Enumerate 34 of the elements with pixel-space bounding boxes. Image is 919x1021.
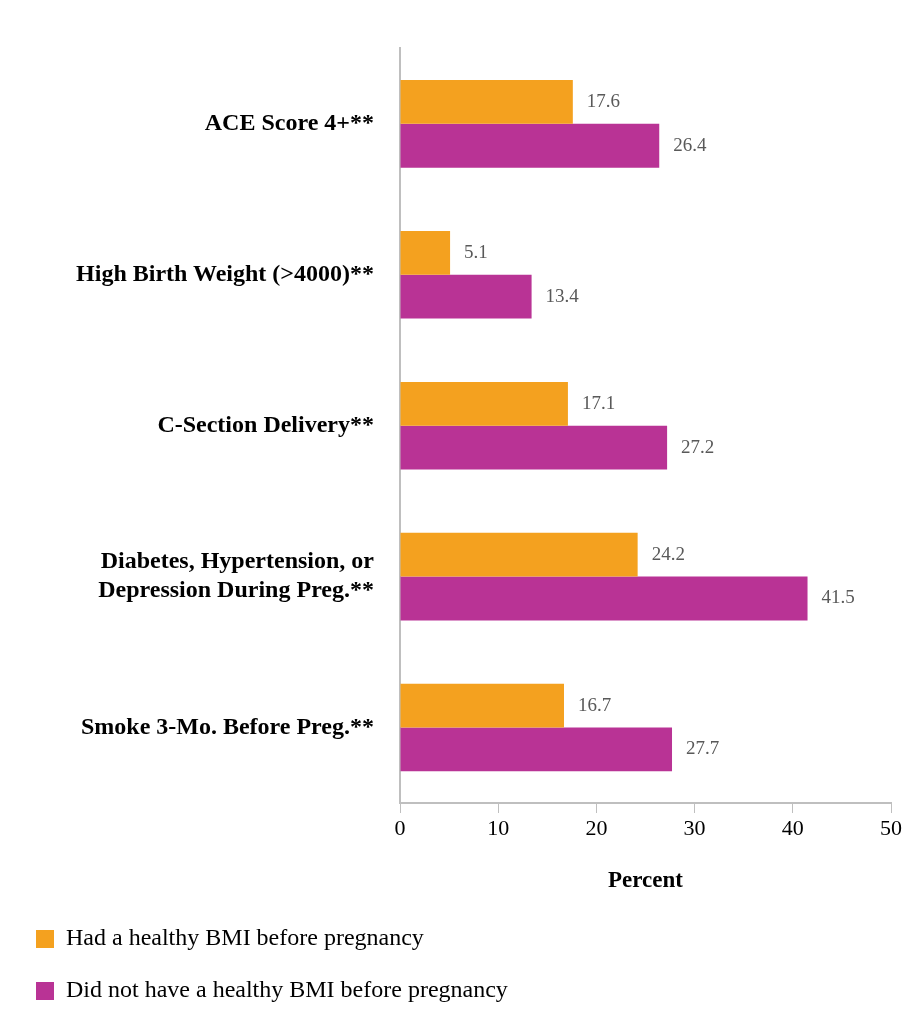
- bar: [400, 231, 451, 275]
- x-tick-label: 30: [683, 814, 706, 840]
- data-label: 26.4: [673, 133, 707, 155]
- data-label: 17.1: [581, 391, 616, 413]
- bar: [400, 683, 564, 728]
- data-label: 41.5: [821, 586, 855, 608]
- y-tick-label: Smoke 3-Mo. Before Preg.**: [80, 712, 374, 739]
- bar: [400, 274, 532, 319]
- bar: [400, 727, 673, 772]
- y-tick-label: ACE Score 4+**: [204, 109, 374, 136]
- legend-label: Had a healthy BMI before pregnancy: [66, 924, 424, 951]
- bar: [400, 576, 808, 621]
- data-label: 16.7: [577, 693, 612, 715]
- x-axis-title: Percent: [608, 867, 684, 893]
- x-tick-label: 10: [487, 814, 510, 840]
- y-tick-label: Diabetes, Hypertension, or Depression During Preg.**: [98, 547, 375, 603]
- bar: [400, 425, 668, 470]
- x-tick-label: 20: [585, 814, 608, 840]
- bar: [400, 381, 568, 426]
- legend-label: Did not have a healthy BMI before pregnancy: [66, 976, 508, 1003]
- y-tick-label: C-Section Delivery**: [157, 410, 374, 437]
- x-tick-label: 40: [781, 814, 804, 840]
- data-label: 27.2: [681, 435, 715, 457]
- data-label: 27.7: [686, 737, 720, 759]
- data-label: 24.2: [651, 542, 685, 564]
- data-label: 13.4: [545, 284, 580, 306]
- y-tick-label: High Birth Weight (>4000)**: [76, 259, 374, 286]
- x-tick-label: 0: [394, 814, 406, 840]
- data-label: 5.1: [464, 240, 488, 262]
- data-label: 17.6: [586, 89, 621, 111]
- bar: [400, 80, 573, 124]
- x-tick-label: 50: [880, 814, 902, 840]
- bar: [400, 532, 638, 577]
- bar: [400, 123, 660, 168]
